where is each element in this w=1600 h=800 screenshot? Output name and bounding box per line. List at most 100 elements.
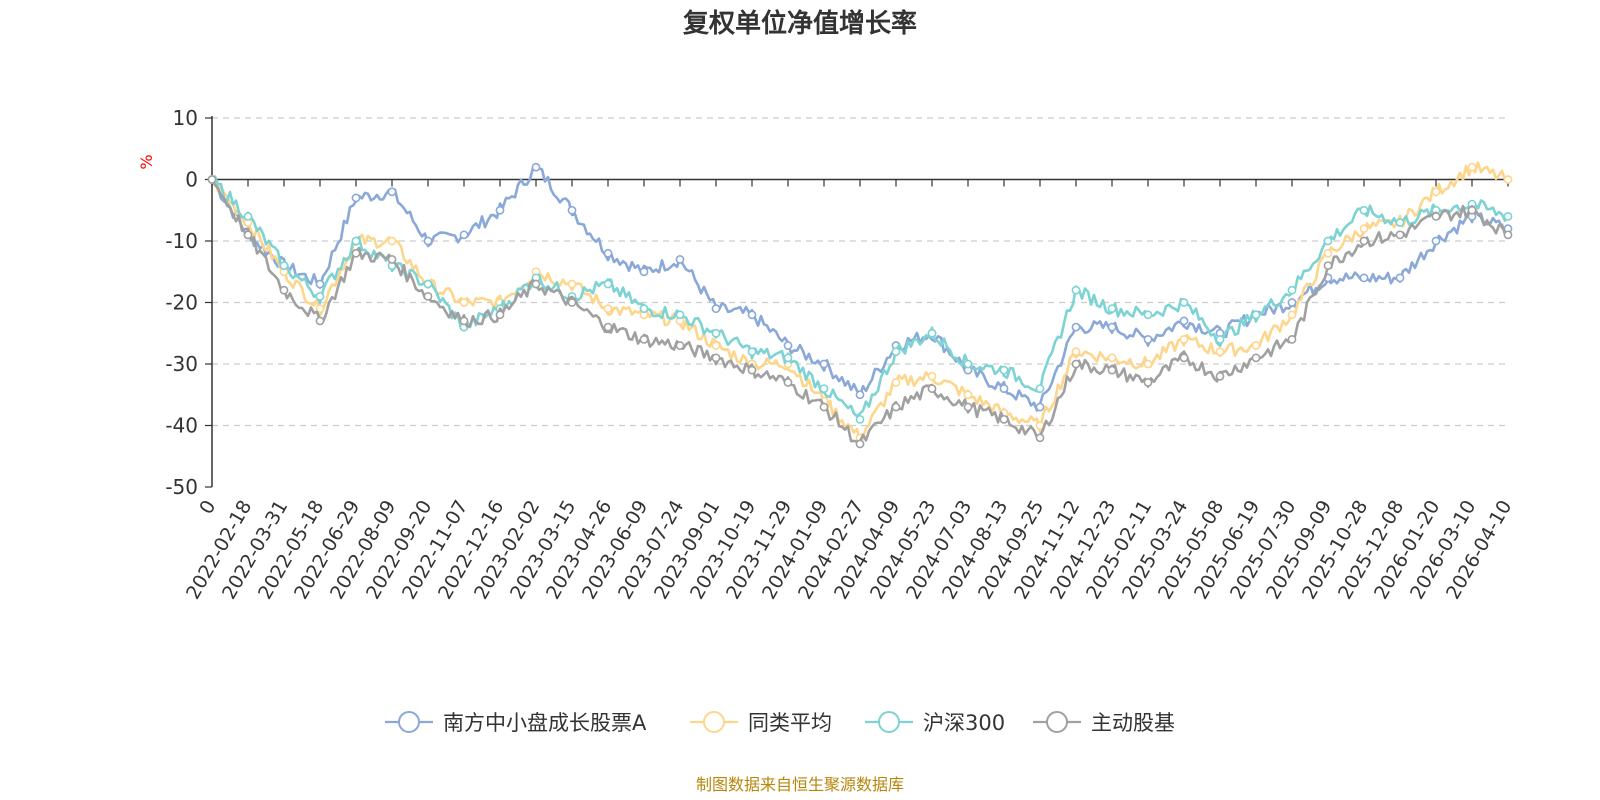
legend-label: 南方中小盘成长股票A — [443, 711, 647, 735]
data-point — [387, 255, 397, 264]
data-point — [963, 359, 973, 369]
data-point — [1251, 341, 1261, 350]
legend-label: 主动股基 — [1091, 711, 1175, 735]
data-point — [747, 365, 757, 375]
data-point — [387, 187, 397, 197]
legend-item[interactable]: 主动股基 — [1033, 711, 1175, 735]
data-point — [819, 384, 829, 393]
data-point — [1179, 298, 1189, 307]
data-point — [567, 279, 577, 289]
data-point — [1179, 316, 1189, 326]
data-point — [1467, 205, 1477, 215]
legend-marker-icon — [398, 711, 420, 733]
data-point — [1215, 347, 1225, 357]
data-point — [1323, 261, 1333, 270]
data-point — [567, 205, 577, 215]
data-point — [1395, 230, 1405, 240]
data-point — [675, 310, 685, 320]
data-point — [1143, 359, 1153, 369]
data-point — [783, 341, 793, 350]
data-point — [495, 310, 505, 320]
series-line — [210, 163, 1509, 412]
y-axis: 10 0 -10 -20 -30 -40 -50 — [165, 106, 213, 499]
data-point — [819, 402, 829, 412]
data-point — [315, 279, 325, 289]
legend-item[interactable]: 沪深300 — [865, 711, 1005, 735]
data-point — [531, 162, 541, 172]
data-point — [1287, 285, 1297, 295]
data-point — [963, 390, 973, 400]
data-point — [963, 402, 973, 412]
data-point — [1251, 353, 1261, 363]
data-point — [855, 439, 865, 449]
data-point — [423, 291, 433, 301]
data-point — [1503, 211, 1513, 221]
data-point — [207, 175, 217, 184]
data-point — [675, 255, 685, 264]
data-point — [927, 371, 937, 381]
data-point — [495, 205, 505, 215]
legend-item[interactable]: 同类平均 — [690, 711, 832, 735]
legend-label: 同类平均 — [748, 711, 832, 735]
legend-item[interactable]: 南方中小盘成长股票A — [385, 711, 647, 735]
data-point — [855, 390, 865, 400]
data-point — [639, 304, 649, 314]
y-axis-label: % — [137, 154, 156, 169]
data-point — [459, 298, 469, 307]
data-point — [603, 279, 613, 289]
chart-title: 复权单位净值增长率 — [683, 8, 917, 39]
data-point — [1287, 334, 1297, 344]
data-point — [423, 279, 433, 289]
data-point — [1467, 162, 1477, 172]
data-point — [1287, 298, 1297, 307]
data-point — [1395, 218, 1405, 227]
data-point — [1215, 334, 1225, 344]
data-point — [999, 414, 1009, 424]
data-point — [891, 402, 901, 412]
data-point — [351, 248, 361, 258]
data-point — [1323, 248, 1333, 258]
data-point — [855, 414, 865, 424]
data-point — [351, 236, 361, 246]
y-tick-label: 0 — [185, 168, 198, 192]
data-point — [1431, 211, 1441, 221]
source-note: 制图数据来自恒生聚源数据库 — [696, 775, 904, 794]
data-point — [783, 378, 793, 387]
data-point — [1071, 359, 1081, 369]
data-point — [711, 353, 721, 363]
data-point — [1359, 236, 1369, 246]
data-point — [891, 378, 901, 387]
data-point — [675, 341, 685, 350]
data-point — [783, 353, 793, 363]
data-point — [1107, 365, 1117, 375]
data-point — [747, 310, 757, 320]
y-tick-label: -30 — [165, 352, 198, 376]
data-point — [639, 334, 649, 344]
data-point — [243, 230, 253, 240]
data-point — [1359, 205, 1369, 215]
data-point — [927, 328, 937, 338]
legend-marker-icon — [1046, 711, 1068, 733]
data-point — [1143, 310, 1153, 320]
data-point — [999, 384, 1009, 393]
data-point — [927, 384, 937, 393]
data-point — [1431, 187, 1441, 197]
data-point — [603, 322, 613, 332]
data-point — [1035, 402, 1045, 412]
data-point — [1071, 285, 1081, 295]
data-point — [711, 304, 721, 314]
data-point — [1395, 273, 1405, 283]
data-point — [567, 298, 577, 307]
data-point — [459, 230, 469, 240]
data-point — [999, 365, 1009, 375]
series-lines — [207, 161, 1513, 449]
data-point — [387, 236, 397, 246]
legend-label: 沪深300 — [923, 711, 1005, 735]
data-point — [711, 341, 721, 350]
data-point — [1431, 236, 1441, 246]
y-tick-label: -50 — [165, 475, 198, 499]
data-point — [1107, 353, 1117, 363]
data-point — [1143, 378, 1153, 387]
data-point — [1071, 347, 1081, 357]
